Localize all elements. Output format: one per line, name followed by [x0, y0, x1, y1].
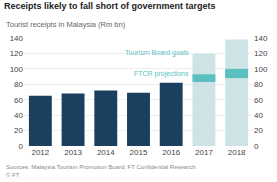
svg-text:2016: 2016	[162, 148, 180, 157]
svg-text:20: 20	[254, 126, 263, 135]
svg-text:80: 80	[254, 80, 263, 89]
svg-text:40: 40	[254, 111, 263, 120]
svg-text:40: 40	[14, 111, 23, 120]
svg-text:Sources: Malaysia Tourism Prom: Sources: Malaysia Tourism Promotion Boar…	[6, 164, 196, 178]
svg-text:100: 100	[254, 65, 268, 74]
svg-text:80: 80	[14, 80, 23, 89]
svg-text:120: 120	[254, 49, 268, 58]
svg-text:2017: 2017	[195, 148, 213, 157]
svg-text:20: 20	[14, 126, 23, 135]
svg-text:2018: 2018	[228, 148, 246, 157]
svg-text:2012: 2012	[31, 148, 49, 157]
svg-text:2013: 2013	[64, 148, 82, 157]
svg-text:FTCR projections: FTCR projections	[134, 70, 189, 78]
svg-text:2014: 2014	[97, 148, 115, 157]
svg-text:120: 120	[10, 49, 24, 58]
svg-text:0: 0	[254, 142, 259, 151]
svg-text:140: 140	[254, 34, 268, 43]
svg-text:60: 60	[14, 96, 23, 105]
svg-text:Tourist receipts in Malaysia (: Tourist receipts in Malaysia (Rm bn)	[6, 20, 126, 29]
svg-text:140: 140	[10, 34, 24, 43]
svg-text:Receipts likely to fall short: Receipts likely to fall short of governm…	[4, 1, 216, 11]
svg-text:60: 60	[254, 96, 263, 105]
svg-text:0: 0	[19, 142, 24, 151]
svg-text:Tourism Board goals: Tourism Board goals	[125, 49, 189, 57]
svg-text:2015: 2015	[130, 148, 148, 157]
svg-text:100: 100	[10, 65, 24, 74]
